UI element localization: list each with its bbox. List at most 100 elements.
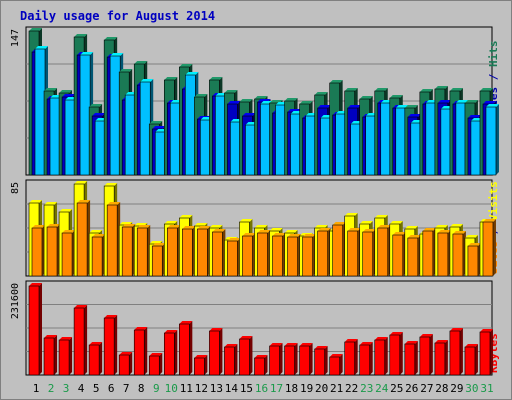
bar-face: [154, 131, 166, 176]
bar-top: [164, 330, 178, 333]
bar-face: [121, 226, 133, 277]
x-tick-label: 2: [48, 382, 55, 395]
bar-face: [79, 54, 91, 176]
bar-top: [317, 228, 331, 231]
x-axis-labels: 1 2 3 4 5 6 7 8 9 10 11 12 13 14 15 16 17 18 19 20 21 22 23 24 2…: [33, 382, 494, 395]
x-tick-label: 22: [345, 382, 358, 395]
x-tick-label: 31: [480, 382, 493, 395]
bar-sites-day-20: [317, 228, 331, 277]
x-tick-label: 7: [123, 382, 130, 395]
bar-face: [437, 232, 449, 277]
bar-face: [365, 115, 377, 176]
bar-side: [234, 344, 238, 375]
bar-face: [197, 228, 208, 277]
bar-face: [452, 233, 464, 277]
bar-side: [264, 355, 268, 375]
x-tick-label: 30: [465, 382, 478, 395]
bar-top: [269, 228, 283, 231]
bar-top: [395, 105, 409, 108]
bar-top: [407, 114, 421, 117]
bar-face: [124, 94, 136, 176]
chart-panels: 147Pages / Files / Hits85Sites / Visits2…: [10, 26, 500, 376]
bar-top: [59, 337, 73, 340]
bar-face: [224, 346, 235, 376]
bar-top: [329, 354, 343, 357]
bar-face: [245, 124, 256, 176]
bar-top: [29, 200, 42, 203]
bar-face: [275, 104, 286, 176]
bar-face: [91, 236, 103, 277]
bar-kbytes-day-26: [404, 341, 418, 376]
bar-top: [182, 226, 196, 229]
bar-top: [80, 52, 94, 55]
bar-top: [74, 305, 88, 308]
bar-face: [464, 346, 476, 376]
bar-face: [43, 337, 55, 376]
bar-face: [163, 332, 175, 376]
bar-top: [314, 225, 328, 228]
x-tick-label: 3: [63, 382, 70, 395]
bar-side: [204, 355, 208, 375]
bar-top: [227, 238, 241, 241]
bar-kbytes-day-11: [179, 321, 193, 376]
bar-face: [194, 357, 205, 376]
bar-kbytes-day-29: [449, 328, 463, 376]
bar-sites-day-25: [392, 232, 406, 277]
bar-face: [479, 331, 491, 376]
bar-top: [404, 226, 418, 229]
bar-side: [369, 342, 373, 375]
bar-top: [212, 229, 226, 232]
bar-top: [392, 232, 406, 235]
bar-face: [31, 227, 43, 277]
bar-top: [287, 234, 301, 237]
bar-face: [169, 102, 181, 176]
bar-side: [174, 330, 178, 375]
x-tick-label: 4: [78, 382, 85, 395]
bar-side: [495, 104, 499, 175]
bar-kbytes-day-16: [254, 355, 268, 376]
bar-top: [122, 224, 136, 227]
bar-top: [419, 334, 433, 337]
bar-top: [374, 337, 388, 340]
bar-sites-day-6: [106, 202, 121, 277]
bar-top: [194, 355, 208, 358]
bar-kbytes-day-4: [73, 305, 88, 376]
bar-face: [284, 345, 295, 376]
bar-side: [324, 346, 328, 375]
bar-side: [354, 339, 358, 375]
bar-kbytes-day-13: [209, 328, 223, 376]
bar-top: [74, 34, 88, 37]
x-tick-label: 1: [33, 382, 40, 395]
bar-kbytes-day-15: [239, 336, 253, 376]
bar-top: [227, 101, 241, 104]
bar-top: [209, 225, 223, 228]
bar-sites-day-8: [136, 225, 151, 277]
bar-face: [290, 113, 301, 176]
panel-top: 147Pages / Files / Hits: [10, 26, 500, 176]
bar-kbytes-day-12: [194, 355, 208, 376]
bar-kbytes-day-30: [464, 344, 478, 376]
bar-sites-day-19: [302, 234, 316, 277]
bar-sites-day-30: [467, 243, 481, 277]
bar-face: [133, 329, 145, 376]
bar-top: [179, 215, 193, 218]
x-tick-label: 18: [285, 382, 298, 395]
bar-kbytes-day-20: [314, 346, 328, 376]
bar-side: [384, 337, 388, 375]
bar-face: [392, 234, 404, 277]
bar-sites-day-7: [121, 224, 136, 277]
bar-side: [69, 337, 73, 375]
bar-top: [389, 221, 403, 224]
bar-top: [104, 37, 118, 40]
bar-top: [314, 346, 328, 349]
x-tick-label: 11: [180, 382, 193, 395]
bar-face: [305, 115, 316, 176]
bar-top: [284, 230, 298, 233]
bar-top: [284, 98, 298, 101]
x-tick-label: 14: [225, 382, 239, 395]
bar-sites-day-21: [332, 222, 346, 277]
bar-top: [449, 224, 463, 227]
bar-face: [419, 336, 431, 376]
